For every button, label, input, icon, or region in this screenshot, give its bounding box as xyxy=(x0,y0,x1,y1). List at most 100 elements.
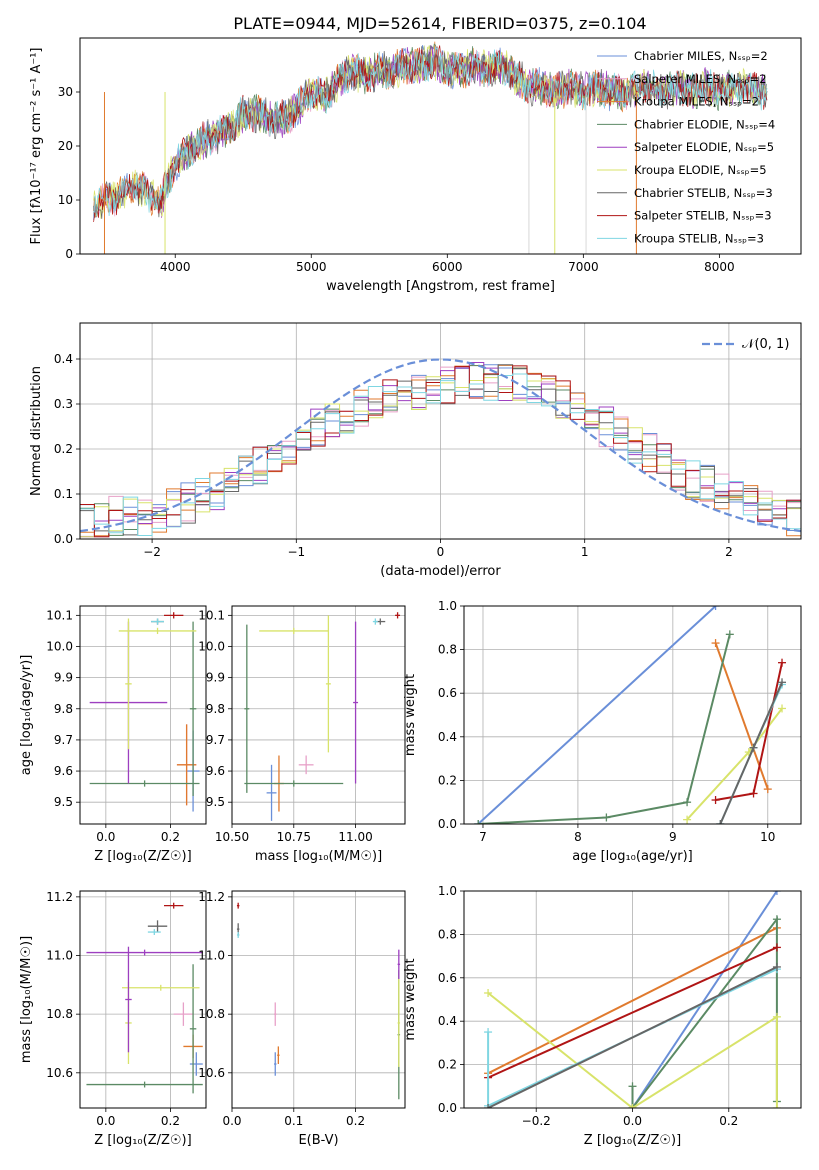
y-tick-label: 11.0 xyxy=(46,949,73,963)
y-tick-label: 0.2 xyxy=(438,773,457,787)
x-tick-label: 0.2 xyxy=(161,830,180,844)
y-tick-label: 0.6 xyxy=(438,686,457,700)
x-tick-label: 11.00 xyxy=(338,830,372,844)
y-tick-label: 10.8 xyxy=(198,1007,225,1021)
plot-area xyxy=(93,41,768,254)
y-tick-label: 10.1 xyxy=(198,608,225,622)
x-tick-label: 4000 xyxy=(160,260,191,274)
panel-5: 0.0 0.2 10.6 10.8 11.0 11.2 Z [log₁₀(Z/Z☉)] mas… xyxy=(19,890,207,1148)
y-tick-label: 11.2 xyxy=(198,890,225,904)
x-tick-label: 1 xyxy=(581,545,589,559)
y-tick-label: 9.5 xyxy=(206,795,225,809)
plot-area xyxy=(86,902,203,1094)
y-tick-label: 0.0 xyxy=(54,532,73,546)
y-tick-label: 10.6 xyxy=(46,1066,73,1080)
axes-frame xyxy=(79,890,207,1109)
axes-frame xyxy=(79,322,802,540)
x-tick-label: 7000 xyxy=(568,260,599,274)
y-tick-label: 10.8 xyxy=(46,1007,73,1021)
y-tick-label: 0.4 xyxy=(54,352,73,366)
legend-label: Chabrier STELIB, Nₛₛₚ=3 xyxy=(634,186,773,200)
y-tick-label: 9.9 xyxy=(206,671,225,685)
x-tick-label: 0.2 xyxy=(161,1114,180,1128)
y-axis-label: mass weight xyxy=(403,674,418,756)
weight-line xyxy=(477,606,717,824)
x-tick-label: 8 xyxy=(574,830,582,844)
x-tick-label: 0 xyxy=(437,545,445,559)
y-axis-label: age [log₁₀(age/yr)] xyxy=(19,655,34,776)
y-tick-label: 10.1 xyxy=(46,608,73,622)
y-tick-label: 10.0 xyxy=(198,639,225,653)
x-axis-label: wavelength [Angstrom, rest frame] xyxy=(326,279,555,294)
x-tick-label: 10 xyxy=(760,830,775,844)
weight-line xyxy=(478,634,731,824)
x-axis-label: mass [log₁₀(M/M☉)] xyxy=(255,849,382,864)
y-tick-label: 0.1 xyxy=(54,487,73,501)
axes-frame xyxy=(79,605,207,825)
y-tick-label: 0.0 xyxy=(438,1101,457,1115)
gaussian-curve xyxy=(80,358,801,533)
x-tick-label: −0.2 xyxy=(522,1114,551,1128)
legend-label: Salpeter ELODIE, Nₛₛₚ=5 xyxy=(634,140,774,154)
x-axis-label: age [log₁₀(age/yr)] xyxy=(572,849,693,864)
y-tick-label: 9.9 xyxy=(54,671,73,685)
legend-label: Salpeter STELIB, Nₛₛₚ=3 xyxy=(634,209,772,223)
legend-label: Kroupa ELODIE, Nₛₛₚ=5 xyxy=(634,163,767,177)
plot-area xyxy=(474,606,787,824)
x-tick-label: 0.0 xyxy=(96,1114,115,1128)
panel-3: 10.50 10.75 11.00 9.5 9.6 9.7 9.8 9.9 10.0 10.1 ma… xyxy=(198,605,406,864)
x-tick-label: −2 xyxy=(143,545,161,559)
panel-4: 7 8 9 10 0.0 0.2 0.4 0.6 0.8 1.0 age [log₁₀(age/yr… xyxy=(403,599,802,864)
y-tick-label: 0.0 xyxy=(438,817,457,831)
y-tick-label: 0.4 xyxy=(438,1014,457,1028)
axes-frame xyxy=(231,605,406,825)
axes-frame xyxy=(463,605,802,825)
histogram-step xyxy=(80,364,801,539)
panel-0: 4000 5000 6000 7000 8000 0 10 20 30 wavelength [A… xyxy=(29,37,802,294)
x-tick-label: 0.2 xyxy=(346,1114,365,1128)
y-tick-label: 9.7 xyxy=(54,733,73,747)
legend-label: 𝒩(0, 1) xyxy=(742,337,789,352)
x-tick-label: 9 xyxy=(669,830,677,844)
weight-line xyxy=(487,946,778,1079)
plot-area xyxy=(244,612,401,821)
x-tick-label: 0.1 xyxy=(284,1114,303,1128)
y-tick-label: 0.4 xyxy=(438,730,457,744)
x-axis-label: E(B-V) xyxy=(298,1133,338,1148)
x-tick-label: 10.50 xyxy=(215,830,249,844)
plot-area xyxy=(80,358,801,539)
y-tick-label: 0.6 xyxy=(438,971,457,985)
spectrum-line xyxy=(93,46,768,217)
x-axis-label: Z [log₁₀(Z/Z☉)] xyxy=(94,849,191,864)
y-tick-label: 20 xyxy=(58,139,73,153)
y-tick-label: 1.0 xyxy=(438,884,457,898)
axes-frame xyxy=(231,890,406,1109)
figure-title: PLATE=0944, MJD=52614, FIBERID=0375, z=0… xyxy=(233,14,646,33)
weight-line xyxy=(487,927,778,1075)
y-axis-label: mass weight xyxy=(403,958,418,1040)
weight-line xyxy=(487,992,778,1108)
panel-6: 0.0 0.1 0.2 10.6 10.8 11.0 11.2 E(B-V) xyxy=(198,890,406,1148)
weight-line xyxy=(631,916,778,1108)
x-tick-label: 0.0 xyxy=(222,1114,241,1128)
x-tick-label: 6000 xyxy=(432,260,463,274)
y-axis-label: mass [log₁₀(M/M☉)] xyxy=(19,936,34,1063)
x-axis-label: Z [log₁₀(Z/Z☉)] xyxy=(584,1133,681,1148)
x-tick-label: 0.0 xyxy=(96,830,115,844)
y-tick-label: 1.0 xyxy=(438,599,457,613)
y-tick-label: 9.8 xyxy=(54,702,73,716)
y-tick-label: 0.8 xyxy=(438,643,457,657)
x-tick-label: 8000 xyxy=(704,260,735,274)
y-tick-label: 0.8 xyxy=(438,927,457,941)
x-tick-label: 10.75 xyxy=(277,830,311,844)
axes-frame xyxy=(79,37,802,255)
y-tick-label: 0.2 xyxy=(438,1058,457,1072)
y-tick-label: 10.0 xyxy=(46,639,73,653)
plot-area xyxy=(484,891,781,1108)
y-tick-label: 30 xyxy=(58,85,73,99)
y-tick-label: 9.6 xyxy=(54,764,73,778)
x-tick-label: 7 xyxy=(479,830,487,844)
histogram-step xyxy=(80,373,801,539)
y-tick-label: 9.5 xyxy=(54,795,73,809)
y-tick-label: 11.2 xyxy=(46,890,73,904)
